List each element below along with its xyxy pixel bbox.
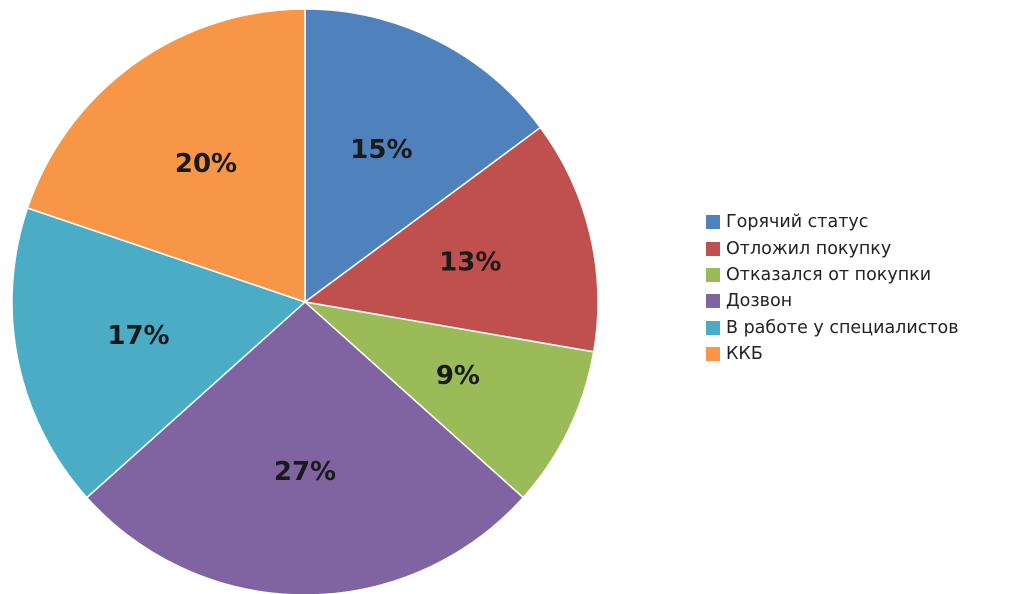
legend-label: Горячий статус <box>726 212 869 233</box>
slice-data-label: 27% <box>274 457 336 487</box>
legend-item: Дозвон <box>706 288 959 314</box>
pie-slice-1 <box>304 8 542 304</box>
pie-slice-2 <box>303 126 599 353</box>
chart-legend: Горячий статус Отложил покупку Отказался о… <box>706 209 959 367</box>
legend-label: Дозвон <box>726 291 793 312</box>
legend-item: В работе у специалистов <box>706 315 959 341</box>
legend-swatch <box>706 215 720 230</box>
legend-label: Отложил покупку <box>726 238 892 259</box>
legend-swatch <box>706 267 720 282</box>
pie-slice-4 <box>85 300 525 594</box>
slice-data-label: 17% <box>107 321 169 351</box>
legend-item: Отложил покупку <box>706 235 959 261</box>
pie-slice-3 <box>302 300 595 499</box>
pie-data-labels: 15% 13% 9% 27% 17% 20% <box>107 135 501 487</box>
legend-item: Отказался от покупки <box>706 262 959 288</box>
pie-slice-5 <box>11 207 307 499</box>
legend-swatch <box>706 241 720 256</box>
legend-swatch <box>706 347 720 362</box>
legend-item: Горячий статус <box>706 209 959 235</box>
pie-slice-6 <box>26 8 306 304</box>
legend-swatch <box>706 320 720 335</box>
slice-data-label: 9% <box>436 361 480 391</box>
legend-label: Отказался от покупки <box>726 264 932 285</box>
slice-data-label: 15% <box>350 135 412 165</box>
pie-slices <box>11 8 599 594</box>
slice-data-label: 20% <box>175 149 237 179</box>
legend-item: ККБ <box>706 341 959 367</box>
legend-label: ККБ <box>726 344 763 365</box>
legend-swatch <box>706 294 720 309</box>
legend-label: В работе у специалистов <box>726 317 959 338</box>
slice-data-label: 13% <box>439 248 501 278</box>
